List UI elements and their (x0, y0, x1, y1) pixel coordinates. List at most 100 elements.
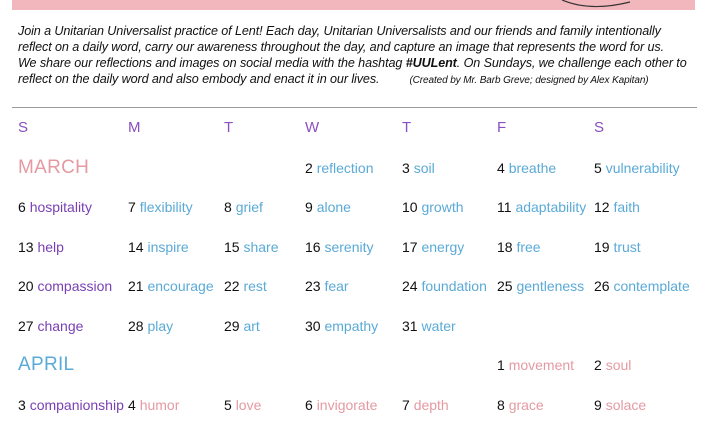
calendar-day: 3 soil (402, 156, 435, 180)
calendar-day: 8 grace (497, 393, 544, 417)
calendar-week-5: 27 change 28 play 29 art 30 empathy 31 water (0, 314, 705, 338)
calendar-week-3: 13 help 14 inspire 15 share 16 serenity 17 e… (0, 235, 705, 259)
intro-line-3: We share our reflections and images on s… (18, 55, 693, 71)
weekday-3: W (305, 119, 320, 136)
day-number: 11 (497, 199, 512, 215)
calendar-day: 5 love (224, 393, 261, 417)
day-number: 27 (18, 318, 34, 334)
weekday-0: S (18, 119, 29, 136)
calendar-day: 13 help (18, 235, 64, 259)
day-number: 6 (18, 199, 26, 215)
calendar-day: 10 growth (402, 195, 464, 219)
calendar-week-1: MARCH 2 reflection 3 soil 4 breathe 5 vulner… (0, 156, 705, 180)
credit-note: (Created by Mr. Barb Greve; designed by … (409, 75, 649, 86)
day-word: companionship (29, 397, 124, 413)
day-word: alone (316, 199, 351, 215)
intro-line-4-text: reflect on the daily word and also embod… (18, 72, 380, 86)
day-word: change (37, 318, 84, 334)
day-number: 5 (594, 160, 602, 176)
day-number: 24 (402, 278, 418, 294)
day-word: soil (413, 160, 435, 176)
calendar-day: 14 inspire (128, 235, 189, 259)
calendar-day: 15 share (224, 235, 279, 259)
day-word: inspire (147, 239, 189, 255)
calendar-day: 24 foundation (402, 274, 487, 298)
header-band (12, 0, 695, 10)
day-number: 6 (305, 397, 313, 413)
calendar-day: 26 contemplate (594, 274, 690, 298)
calendar-day: 27 change (18, 314, 83, 338)
day-number: 30 (305, 318, 321, 334)
day-number: 28 (128, 318, 144, 334)
weekday-1: M (128, 119, 141, 136)
calendar-day: 18 free (497, 235, 541, 259)
day-number: 5 (224, 397, 232, 413)
day-number: 8 (497, 397, 505, 413)
day-word: free (516, 239, 541, 255)
calendar-day: 22 rest (224, 274, 267, 298)
day-word: depth (413, 397, 449, 413)
day-number: 3 (18, 397, 26, 413)
calendar-day: 4 breathe (497, 156, 556, 180)
day-word: fear (324, 278, 349, 294)
day-number: 16 (305, 239, 321, 255)
calendar-day: 23 fear (305, 274, 349, 298)
calendar-day: 11 adaptability (497, 195, 586, 219)
calendar-day: 7 flexibility (128, 195, 193, 219)
intro-line-3-end: . On Sundays, we challenge each other to (456, 56, 687, 70)
day-word: grief (235, 199, 263, 215)
day-word: solace (605, 397, 647, 413)
day-number: 7 (128, 199, 136, 215)
day-word: love (235, 397, 262, 413)
day-number: 1 (497, 357, 505, 373)
calendar-day: 4 humor (128, 393, 179, 417)
day-word: faith (613, 199, 640, 215)
day-word: humor (139, 397, 180, 413)
day-number: 8 (224, 199, 232, 215)
intro-line-2: reflect on a daily word, carry our aware… (18, 40, 665, 54)
day-word: rest (243, 278, 267, 294)
day-number: 26 (594, 278, 610, 294)
month-label-march: MARCH (18, 157, 90, 178)
day-word: hospitality (29, 199, 92, 215)
calendar-day: 21 encourage (128, 274, 214, 298)
calendar-day: 8 grief (224, 195, 263, 219)
day-word: encourage (147, 278, 214, 294)
day-word: movement (508, 357, 575, 373)
calendar-day: 19 trust (594, 235, 641, 259)
weekday-6: S (594, 119, 605, 136)
intro-line-3-start: We share our reflections and images on s… (18, 56, 406, 70)
day-number: 2 (305, 160, 313, 176)
calendar-week-4: 20 compassion 21 encourage 22 rest 23 fear 2… (0, 274, 705, 298)
calendar-day: 12 faith (594, 195, 640, 219)
calendar-day: 2 soul (594, 353, 631, 377)
weekday-5: F (497, 119, 507, 136)
day-number: 18 (497, 239, 513, 255)
day-number: 31 (402, 318, 418, 334)
calendar-day: 30 empathy (305, 314, 378, 338)
day-word: vulnerability (605, 160, 680, 176)
day-number: 29 (224, 318, 240, 334)
day-number: 17 (402, 239, 418, 255)
weekday-4: T (402, 119, 412, 136)
day-word: share (243, 239, 279, 255)
intro-line-1: Join a Unitarian Universalist practice o… (18, 24, 661, 38)
day-word: help (37, 239, 64, 255)
day-word: flexibility (139, 199, 193, 215)
calendar-day: 6 invigorate (305, 393, 377, 417)
day-number: 19 (594, 239, 610, 255)
calendar-week-6: APRIL 1 movement 2 soul (0, 353, 705, 377)
day-word: water (421, 318, 456, 334)
day-word: grace (508, 397, 544, 413)
day-number: 9 (594, 397, 602, 413)
calendar-week-7: 3 companionship 4 humor 5 love 6 invigorate… (0, 393, 705, 417)
day-word: adaptability (515, 199, 587, 215)
day-number: 2 (594, 357, 602, 373)
day-word: reflection (316, 160, 374, 176)
day-word: foundation (421, 278, 487, 294)
intro-line-4: reflect on the daily word and also embod… (18, 71, 693, 89)
day-number: 22 (224, 278, 240, 294)
day-word: contemplate (613, 278, 690, 294)
day-number: 4 (497, 160, 505, 176)
